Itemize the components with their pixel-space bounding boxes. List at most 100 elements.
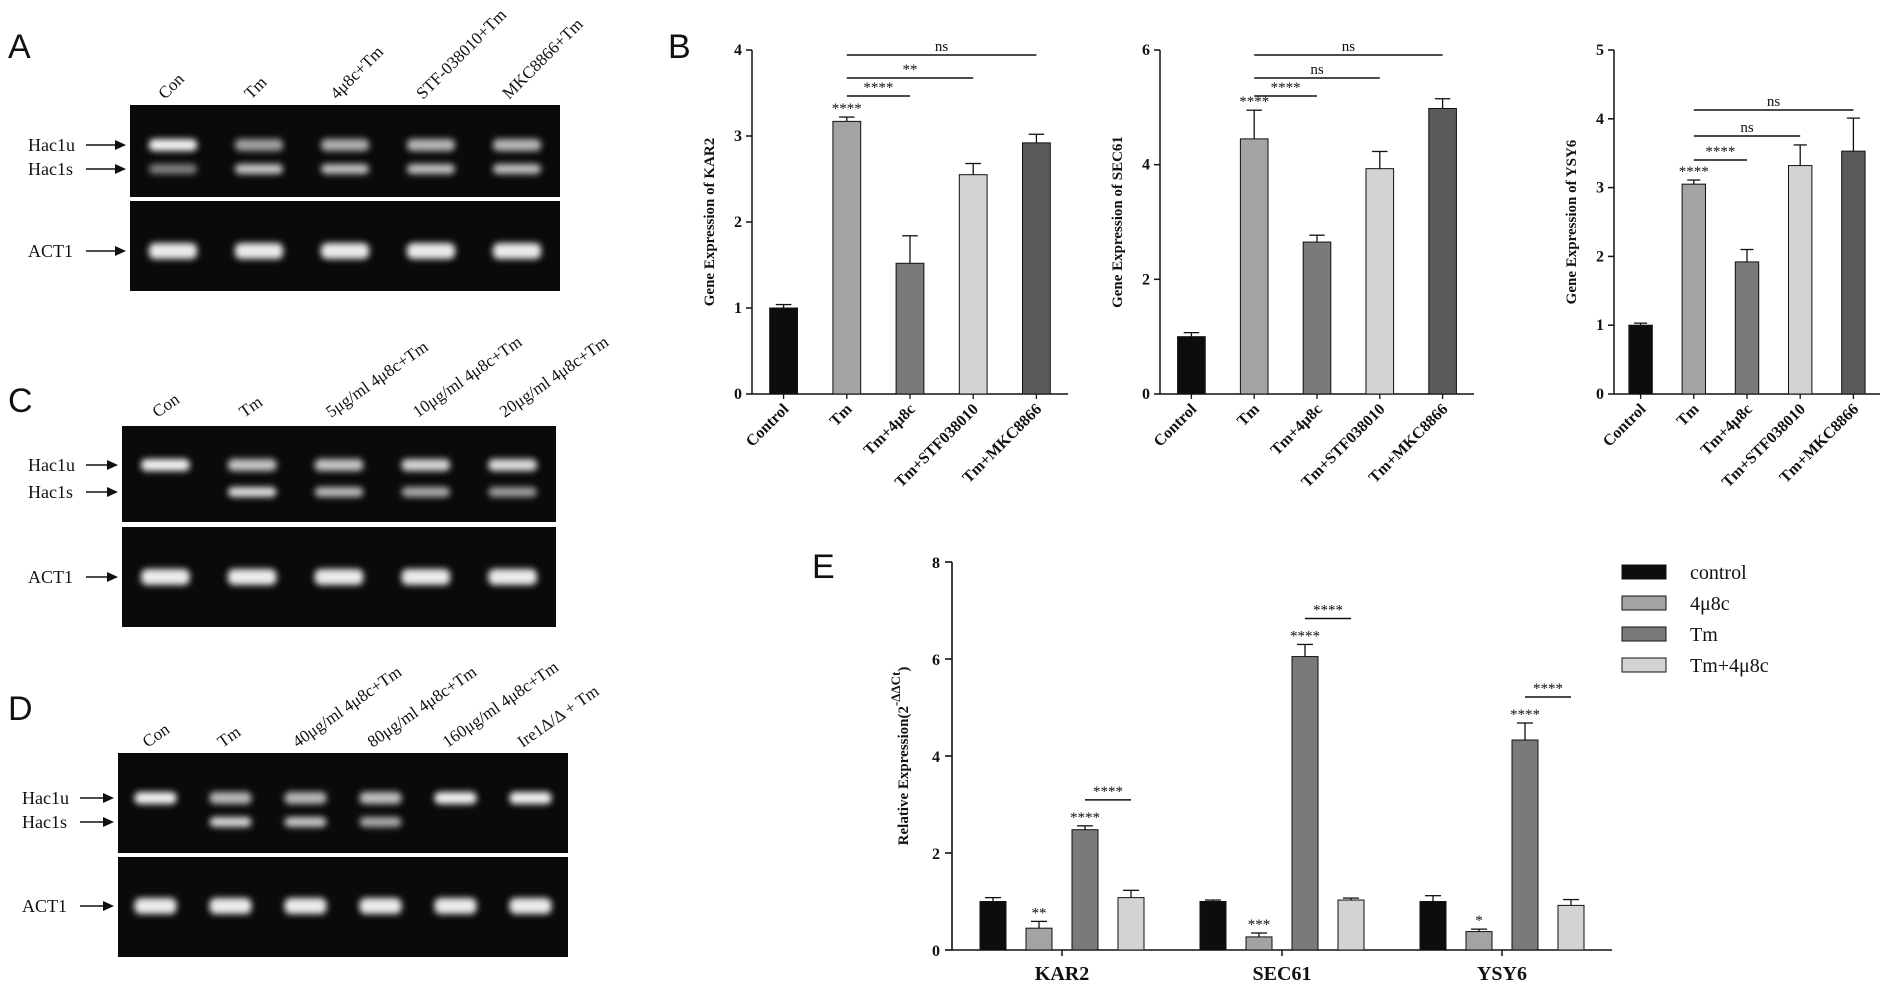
gel-band-hac1u bbox=[488, 459, 537, 471]
gel-band-hac1s bbox=[209, 817, 252, 827]
chart-ysy6: 0 1 2 3 4 5 Gene Expression of YSY6 Control ****… bbox=[1564, 42, 1880, 491]
x-tick-label: Control bbox=[743, 400, 793, 450]
gel-band-hac1u bbox=[227, 459, 277, 471]
bar bbox=[1239, 138, 1269, 395]
y-axis-title: Gene Expression of YSY6 bbox=[1564, 139, 1580, 304]
gel-band-act1 bbox=[406, 243, 456, 259]
gel-band-hac1u bbox=[284, 792, 327, 804]
x-tick-label: KAR2 bbox=[1035, 963, 1089, 985]
gel-band-act1 bbox=[234, 243, 284, 259]
significance-label: **** bbox=[832, 101, 862, 117]
bracket-label: ns bbox=[1740, 120, 1754, 136]
significance-label: **** bbox=[1510, 707, 1540, 723]
bracket-label: ns bbox=[1767, 94, 1781, 110]
legend-swatch bbox=[1621, 564, 1667, 580]
band-label: Hac1s bbox=[22, 812, 67, 832]
panel-label-d: D bbox=[8, 690, 33, 728]
significance-label: **** bbox=[1290, 628, 1320, 644]
gel-bottom-image bbox=[118, 857, 568, 957]
y-tick-label: 3 bbox=[734, 128, 742, 145]
bar bbox=[1557, 904, 1585, 951]
legend-swatch bbox=[1621, 657, 1667, 673]
bar bbox=[769, 307, 799, 395]
lane-label: Con bbox=[154, 69, 188, 103]
panel-label-b: B bbox=[668, 28, 691, 66]
x-tick-label: Tm+4μ8c bbox=[1268, 401, 1326, 459]
band-label: ACT1 bbox=[28, 241, 73, 261]
legend-swatch bbox=[1621, 595, 1667, 611]
y-axis-title: Gene Expression of KAR2 bbox=[702, 138, 718, 306]
band-arrow-head bbox=[103, 901, 114, 911]
y-tick-label: 1 bbox=[734, 300, 742, 317]
gel-band-hac1s bbox=[284, 817, 327, 827]
chart-sec61: 0 2 4 6 Gene Expression of SEC61 Control **** T… bbox=[1110, 39, 1474, 491]
bar bbox=[958, 174, 988, 395]
gel-band-act1 bbox=[492, 243, 542, 259]
lane-label: 4μ8c+Tm bbox=[326, 42, 387, 103]
band-label: Hac1u bbox=[22, 788, 69, 808]
bar bbox=[1021, 142, 1051, 395]
y-tick-label: 3 bbox=[1596, 180, 1604, 197]
significance-label: **** bbox=[1679, 164, 1709, 180]
bar bbox=[1071, 829, 1099, 951]
y-tick-label: 4 bbox=[1596, 111, 1604, 128]
gel-band-act1 bbox=[488, 569, 537, 585]
gel-band-hac1s bbox=[492, 164, 542, 174]
gel-band-hac1u bbox=[209, 792, 252, 804]
gel-band-act1 bbox=[401, 569, 451, 585]
band-arrow-head bbox=[103, 793, 114, 803]
band-arrow-head bbox=[107, 572, 118, 582]
lane-label: Tm bbox=[236, 392, 266, 421]
gel-band-hac1s bbox=[227, 487, 277, 497]
panel-label-a: A bbox=[8, 28, 31, 66]
gel-top-image bbox=[118, 753, 568, 853]
lane-label: MKC8866+Tm bbox=[498, 14, 586, 102]
gel-band-hac1s bbox=[401, 487, 451, 497]
y-tick-label: 1 bbox=[1596, 317, 1604, 334]
y-tick-label: 8 bbox=[932, 555, 940, 572]
y-axis-title-main: Relative Expression(2 bbox=[896, 706, 912, 845]
y-tick-label: 0 bbox=[1596, 386, 1604, 403]
gel-band-act1 bbox=[209, 898, 252, 914]
band-arrow-head bbox=[115, 164, 126, 174]
bracket-label: **** bbox=[1533, 681, 1563, 697]
gel-band-act1 bbox=[134, 898, 177, 914]
gel-band-hac1u bbox=[148, 139, 198, 151]
significance-label: *** bbox=[1248, 917, 1271, 933]
band-label: Hac1s bbox=[28, 159, 73, 179]
y-tick-label: 4 bbox=[1142, 157, 1150, 174]
y-tick-label: 0 bbox=[734, 386, 742, 403]
bracket-label: ns bbox=[1342, 39, 1356, 55]
gel-band-act1 bbox=[227, 569, 277, 585]
y-tick-label: 2 bbox=[734, 214, 742, 231]
gel-band-act1 bbox=[434, 898, 477, 914]
bracket-label: ns bbox=[935, 39, 949, 55]
bar bbox=[832, 120, 862, 395]
y-tick-label: 2 bbox=[1596, 248, 1604, 265]
x-tick-label: Control bbox=[1600, 400, 1650, 450]
gel-band-hac1u bbox=[406, 139, 456, 151]
gel-band-hac1u bbox=[234, 139, 284, 151]
bar bbox=[1245, 936, 1273, 951]
bar bbox=[979, 901, 1007, 951]
gel-band-act1 bbox=[320, 243, 370, 259]
lane-label: Con bbox=[149, 389, 184, 421]
gel-band-hac1s bbox=[320, 164, 370, 174]
legend-swatch bbox=[1621, 626, 1667, 642]
legend-label: Tm bbox=[1690, 624, 1718, 646]
bar bbox=[1291, 656, 1319, 951]
y-tick-label: 2 bbox=[1142, 271, 1150, 288]
bracket-label: ** bbox=[903, 62, 918, 78]
bar bbox=[1841, 150, 1866, 395]
legend-label: 4μ8c bbox=[1690, 593, 1730, 615]
gel-band-act1 bbox=[141, 569, 190, 585]
bar bbox=[1199, 901, 1227, 951]
bracket-label: ns bbox=[1310, 62, 1324, 78]
bar bbox=[1025, 927, 1053, 951]
bracket-label: **** bbox=[1093, 784, 1123, 800]
bar bbox=[1787, 165, 1813, 395]
